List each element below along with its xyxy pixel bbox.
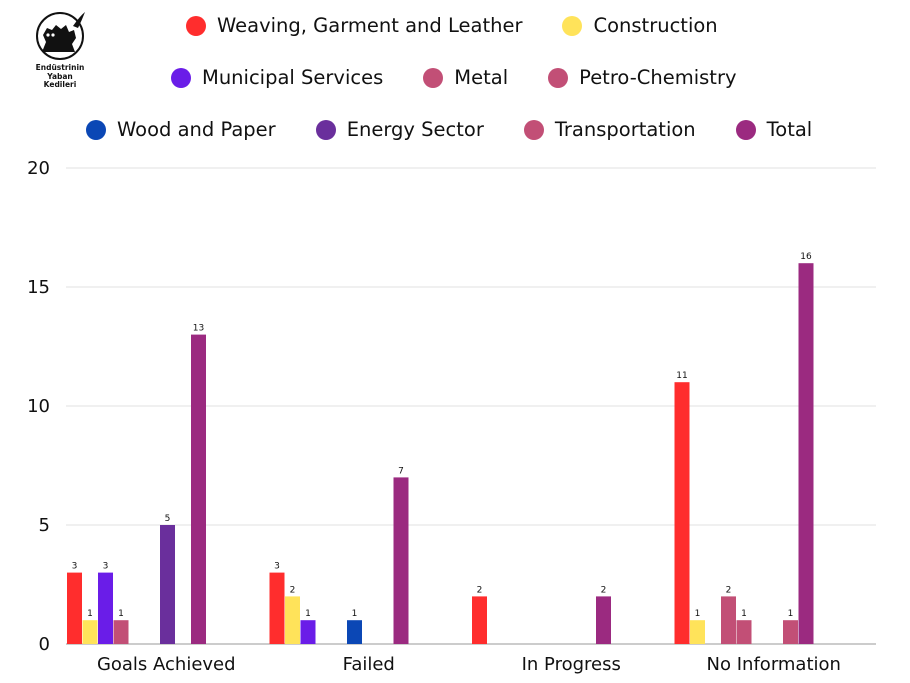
legend-item: Total [735, 118, 813, 141]
logo-line: Endüstrinin [35, 63, 85, 72]
legend-swatch-icon [523, 119, 544, 140]
legend-label: Total [766, 118, 813, 141]
bar [472, 596, 487, 644]
data-label: 16 [800, 252, 812, 262]
bar [596, 596, 611, 644]
y-tick-label: 10 [27, 396, 50, 417]
data-label: 1 [305, 609, 311, 619]
legend-swatch-icon [423, 67, 444, 88]
bars [67, 263, 814, 644]
legend-label: Weaving, Garment and Leather [217, 14, 523, 37]
legend-item: Wood and Paper [86, 118, 276, 141]
bar [736, 620, 752, 644]
data-label: 1 [788, 609, 794, 619]
data-label: 1 [87, 609, 93, 619]
legend-item: Energy Sector [315, 118, 484, 141]
data-label: 5 [165, 514, 171, 524]
y-tick-label: 15 [27, 277, 50, 298]
data-label: 1 [741, 609, 747, 619]
data-label: 7 [398, 466, 404, 476]
data-label: 1 [118, 609, 124, 619]
legend: Weaving, Garment and Leather Construction… [0, 0, 910, 160]
legend-swatch-icon [562, 15, 583, 36]
legend-label: Wood and Paper [117, 118, 276, 141]
x-category-label: Failed [343, 654, 395, 675]
data-label: 2 [290, 585, 296, 595]
y-tick-label: 0 [39, 634, 50, 655]
legend-swatch-icon [171, 67, 191, 88]
legend-row-1: Weaving, Garment and Leather Construction [186, 14, 718, 37]
x-axis-categories: Goals Achieved Failed In Progress No Inform… [97, 654, 841, 675]
data-label: 13 [193, 324, 204, 334]
bar [160, 525, 175, 644]
data-label: 3 [103, 562, 109, 572]
legend-item: Weaving, Garment and Leather [186, 14, 522, 37]
legend-label: Transportation [554, 118, 696, 141]
legend-row-3: Wood and Paper Energy Sector Transportatio… [86, 118, 812, 141]
logo-line: Kedileri [43, 80, 77, 90]
bar [674, 382, 690, 644]
data-label: 3 [72, 562, 78, 572]
bar [721, 596, 736, 644]
bar [191, 334, 206, 644]
data-label: 1 [352, 609, 358, 619]
logo-line: Yaban [47, 71, 73, 81]
bar [393, 477, 409, 644]
bar [67, 572, 82, 644]
data-label: 3 [274, 562, 280, 572]
legend-row-2: Municipal Services Metal Petro-Chemistry [171, 66, 737, 89]
legend-item: Metal [423, 66, 508, 89]
bar [285, 596, 300, 644]
legend-label: Construction [593, 14, 718, 37]
data-label: 2 [726, 585, 732, 595]
black-cat-icon [36, 12, 85, 60]
data-label: 2 [477, 585, 483, 595]
bar [269, 572, 285, 644]
bar [783, 620, 798, 644]
legend-item: Petro-Chemistry [548, 66, 737, 89]
legend-swatch-icon [548, 67, 569, 88]
x-category-label: Goals Achieved [97, 654, 236, 675]
legend-swatch-icon [186, 15, 206, 36]
legend-label: Energy Sector [346, 118, 484, 141]
bar [300, 620, 316, 644]
legend-swatch-icon [735, 119, 756, 140]
bar [82, 620, 98, 644]
y-axis-ticks: 0 5 10 15 20 [27, 158, 50, 655]
gridlines [66, 167, 876, 645]
data-label: 2 [601, 585, 607, 595]
legend-label: Municipal Services [202, 66, 384, 89]
data-label: 11 [676, 371, 687, 381]
bar [798, 263, 814, 644]
legend-item: Transportation [523, 118, 696, 141]
legend-swatch-icon [86, 119, 106, 140]
x-category-label: No Information [707, 654, 841, 675]
y-tick-label: 5 [39, 515, 50, 536]
bar [347, 620, 362, 644]
y-tick-label: 20 [27, 158, 50, 179]
legend-label: Metal [454, 66, 509, 89]
bar [98, 572, 113, 644]
bar [690, 620, 705, 644]
logo-text: Endüstrinin Yaban Kedileri [28, 63, 92, 90]
legend-item: Construction [562, 14, 718, 37]
legend-swatch-icon [315, 119, 336, 140]
legend-item: Municipal Services [171, 66, 383, 89]
data-label: 1 [695, 609, 701, 619]
logo: Endüstrinin Yaban Kedileri [28, 8, 92, 100]
x-category-label: In Progress [522, 654, 621, 675]
bar [113, 620, 129, 644]
legend-label: Petro-Chemistry [579, 66, 737, 89]
